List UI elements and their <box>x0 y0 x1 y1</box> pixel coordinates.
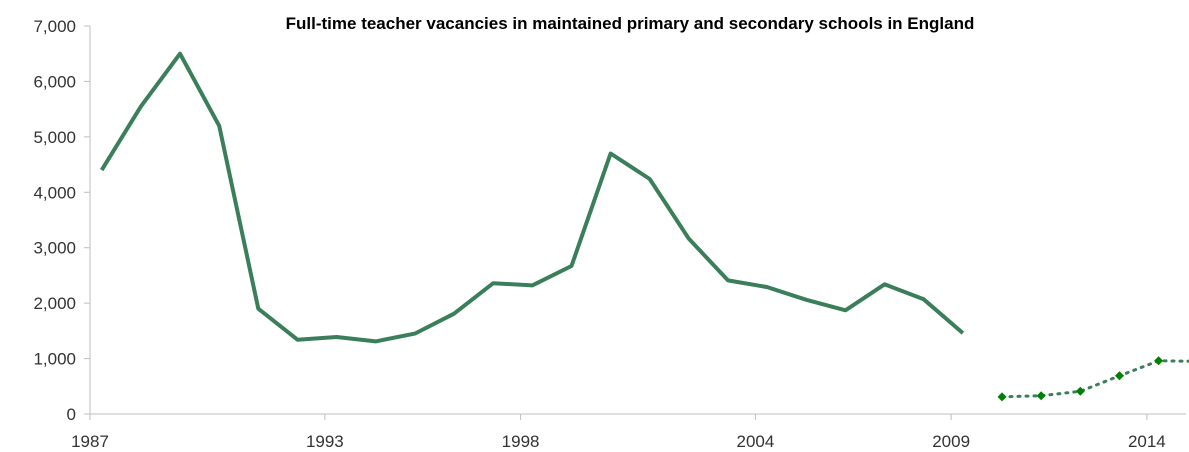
y-axis-ticks: 0 1,000 2,000 3,000 4,000 5,000 6,000 7,000 <box>33 17 90 424</box>
y-tick-label: 0 <box>67 405 76 424</box>
y-tick-label: 1,000 <box>33 350 76 369</box>
y-tick-label: 2,000 <box>33 294 76 313</box>
x-tick-label: 1993 <box>306 432 344 451</box>
x-tick-label: 2009 <box>932 432 970 451</box>
data-point-marker <box>997 392 1007 402</box>
x-tick-label: 1998 <box>502 432 540 451</box>
data-point-marker <box>1114 371 1124 381</box>
y-tick-label: 5,000 <box>33 128 76 147</box>
data-point-marker <box>1154 356 1164 366</box>
series-line <box>99 51 965 344</box>
y-tick-label: 7,000 <box>33 17 76 36</box>
x-tick-label: 2004 <box>737 432 775 451</box>
x-axis-ticks: 1987 1993 1998 2004 2009 2014 <box>71 414 1166 451</box>
series-layer <box>99 51 1189 402</box>
x-tick-label: 2014 <box>1128 432 1166 451</box>
data-point-marker <box>1036 391 1046 401</box>
x-tick-label: 1987 <box>71 432 109 451</box>
y-tick-label: 6,000 <box>33 72 76 91</box>
chart-title: Full-time teacher vacancies in maintaine… <box>286 14 975 33</box>
data-point-marker <box>1075 386 1085 396</box>
y-tick-label: 3,000 <box>33 239 76 258</box>
y-tick-label: 4,000 <box>33 183 76 202</box>
projected-series-line <box>1000 359 1189 399</box>
